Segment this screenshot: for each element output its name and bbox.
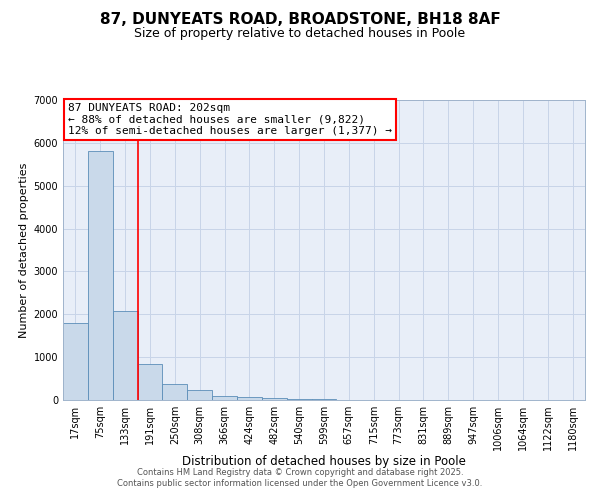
Bar [163,384,187,400]
Bar [311,399,337,400]
Bar [237,397,262,400]
Bar [113,311,137,400]
Text: Contains HM Land Registry data © Crown copyright and database right 2025.: Contains HM Land Registry data © Crown c… [137,468,463,477]
X-axis label: Distribution of detached houses by size in Poole: Distribution of detached houses by size … [182,454,466,468]
Text: Contains public sector information licensed under the Open Government Licence v3: Contains public sector information licen… [118,480,482,488]
Bar [212,396,237,400]
Bar [137,364,163,400]
Y-axis label: Number of detached properties: Number of detached properties [19,162,29,338]
Bar [88,152,113,400]
Text: Size of property relative to detached houses in Poole: Size of property relative to detached ho… [134,28,466,40]
Bar [63,323,88,400]
Bar [287,398,311,400]
Bar [262,398,287,400]
Bar [187,390,212,400]
Text: 87, DUNYEATS ROAD, BROADSTONE, BH18 8AF: 87, DUNYEATS ROAD, BROADSTONE, BH18 8AF [100,12,500,28]
Text: 87 DUNYEATS ROAD: 202sqm
← 88% of detached houses are smaller (9,822)
12% of sem: 87 DUNYEATS ROAD: 202sqm ← 88% of detach… [68,103,392,136]
